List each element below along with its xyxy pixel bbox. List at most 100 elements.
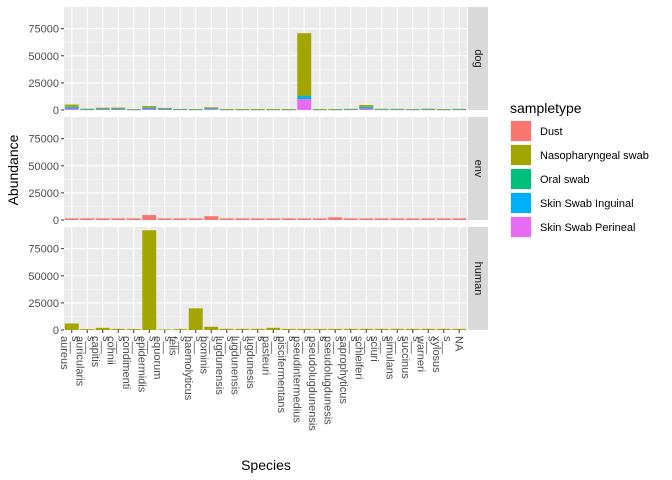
bar-segment: [328, 217, 343, 220]
bar-segment: [173, 218, 188, 220]
x-tick-label-line1: s__: [69, 336, 81, 355]
y-tick-label: 75000: [28, 244, 59, 256]
bar-segment: [204, 326, 219, 330]
bar-segment: [111, 107, 126, 109]
bar-segment: [173, 109, 188, 110]
strip-label: human: [472, 262, 484, 296]
legend-entry: Skin Swab Inguinal: [510, 192, 634, 214]
x-tick-label-line1: s__: [363, 336, 375, 355]
y-axis: 0 25000 50000 75000 0 25000 50000 75000 0 25000 50…: [28, 24, 64, 337]
x-tick-label-line1: s__: [332, 336, 344, 355]
bar-segment: [142, 107, 157, 109]
bar-segment: [219, 218, 234, 220]
bar-segment: [328, 109, 343, 110]
bar-segment: [281, 218, 296, 220]
x-tick-label-line1: s__: [348, 336, 360, 355]
x-tick-label: s__condimenti: [120, 336, 143, 389]
bar-segment: [235, 109, 250, 110]
x-tick-label: s__piscifermentans: [275, 336, 298, 414]
bar-segment: [359, 328, 374, 330]
bar-segment: [80, 329, 95, 330]
bar-segment: [157, 218, 172, 220]
x-tick-label: s__pseudintermedius: [290, 336, 313, 423]
bar-segment: [142, 230, 157, 330]
bar-segment: [64, 323, 79, 330]
bar-segment: [452, 108, 467, 110]
x-tick-label: s__capitis: [89, 336, 112, 368]
bar-segment: [297, 33, 312, 96]
bar-segment: [204, 107, 219, 109]
x-tick-label-line2: pseudolugdunensis: [306, 336, 318, 431]
bar-segment: [95, 109, 110, 110]
y-tick-label: 0: [53, 105, 59, 117]
x-tick-label-line2: lugdunensis: [228, 336, 240, 395]
x-tick-label: s__xylosus: [430, 336, 453, 373]
x-tick-label: s__lugdunesis: [244, 336, 267, 389]
bar-segment: [80, 218, 95, 220]
legend-entry: Skin Swab Perineal: [510, 216, 635, 238]
bar-segment: [235, 328, 250, 330]
x-tick-label-line1: s__: [162, 336, 174, 355]
bar-segment: [95, 327, 110, 330]
x-tick-label-line1: s__: [410, 336, 422, 355]
strip-human: human: [468, 227, 488, 330]
bar-segment: [343, 108, 358, 110]
x-tick-label: s__lugdunensis: [213, 336, 236, 395]
x-tick-label-line1: NA: [452, 336, 464, 352]
x-tick-label-line2: succinus: [399, 336, 411, 379]
x-tick-label: s__equorum: [151, 336, 174, 379]
y-tick-label: 50000: [28, 271, 59, 283]
x-tick-label: s__hominis: [197, 336, 220, 374]
bar-segment: [452, 109, 467, 111]
bar-segment: [343, 109, 358, 111]
bar-segment: [173, 329, 188, 330]
bar-segment: [142, 107, 157, 108]
y-ticks-env: 0 25000 50000 75000: [28, 134, 64, 227]
x-tick-label-line1: s__: [115, 336, 127, 355]
bar-segment: [421, 218, 436, 220]
bar-segment: [374, 109, 389, 110]
y-tick-label: 25000: [28, 78, 59, 90]
bar-segment: [390, 109, 405, 110]
legend-swatch: [511, 145, 531, 165]
bar-segment: [219, 109, 234, 110]
bar-segment: [111, 109, 126, 110]
bar-segment: [204, 108, 219, 109]
x-tick-label-line2: sciuri: [368, 336, 380, 362]
bar-segment: [157, 109, 172, 110]
legend-swatch: [511, 193, 531, 213]
bar-segment: [374, 108, 389, 110]
x-tick-label-line2: condimenti: [120, 336, 132, 389]
bar-segment: [359, 106, 374, 108]
bar-segment: [142, 105, 157, 108]
bar-segment: [219, 328, 234, 330]
bar-segment: [126, 109, 141, 110]
x-tick-label-line1: s__: [270, 336, 282, 355]
x-tick-label: s__lugdunensis: [228, 336, 251, 395]
bar-segment: [157, 108, 172, 110]
y-ticks-dog: 0 25000 50000 75000: [28, 24, 64, 117]
bar-segment: [312, 328, 327, 330]
x-tick-label-line1: s__: [84, 336, 96, 355]
bar-segment: [436, 328, 451, 330]
bar-segment: [266, 327, 281, 330]
bar-segment: [359, 218, 374, 220]
bar-segment: [297, 99, 312, 110]
x-tick-label-line2: hominis: [197, 336, 209, 374]
bar-segment: [204, 109, 219, 110]
y-tick-label: 25000: [28, 188, 59, 200]
legend-entry: Dust: [510, 120, 563, 142]
x-tick-label-line1: s__: [301, 336, 313, 355]
x-tick-label-line1: s__: [224, 336, 236, 355]
bar-segment: [421, 328, 436, 330]
x-tick-label-line1: s__: [239, 336, 251, 355]
bar-segment: [390, 218, 405, 220]
bar-segment: [219, 109, 234, 110]
bar-segment: [343, 109, 358, 110]
x-tick-label-line2: lugdunesis: [244, 336, 256, 389]
x-tick-label-line1: s__: [425, 336, 437, 355]
legend-title: sampletype: [510, 100, 582, 116]
x-tick-label-line2: lugdunensis: [213, 336, 225, 395]
legend-label: Skin Swab Perineal: [540, 222, 635, 234]
bar-segment: [328, 109, 343, 110]
